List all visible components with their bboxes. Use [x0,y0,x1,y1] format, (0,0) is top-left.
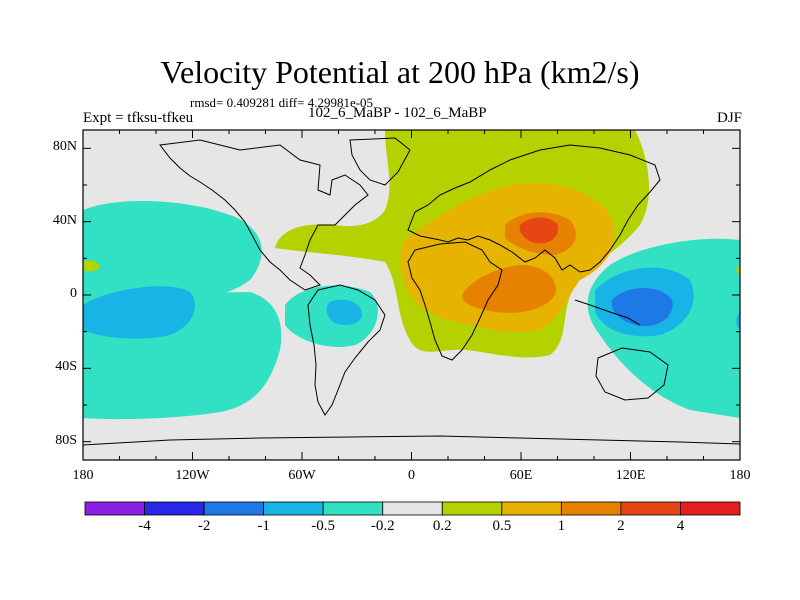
coast-north-america [159,139,369,291]
colorbar [84,501,741,516]
colorbar-label: 4 [676,518,685,534]
lat-tick-label: 40S [55,359,77,375]
neg-region-south-america-core [326,299,362,326]
colorbar-label: 1 [557,518,566,534]
coastlines [83,137,740,446]
lon-tick-label: 0 [408,468,415,483]
colorbar-swatch [84,501,145,516]
colorbar-label: -4 [138,518,151,534]
pos-region-strong-south [462,265,556,313]
neg-region-west-pacific [83,200,262,302]
lon-tick-label: 180 [729,468,751,483]
colorbar-label: -0.5 [311,518,336,534]
pos-region-small-west [83,260,100,272]
colorbar-label: -1 [257,518,270,534]
colorbar-swatch [263,501,324,516]
coast-greenland [349,137,411,186]
colorbar-label: 2 [617,518,625,534]
colorbar-swatch [441,501,503,516]
pos-region-small-east [736,265,740,275]
coast-indonesia [574,299,641,326]
colorbar-label: -2 [197,518,211,534]
neg-region-dateline [736,312,740,330]
cases-label: 102_6_MaBP - 102_6_MaBP [308,105,487,121]
lat-tick-label: 80S [55,432,77,448]
neg-region-eastern-core [611,287,673,327]
lon-tick-label: 180 [72,468,94,483]
stats-label: rmsd= 0.409281 diff= 4.29981e-05 [190,95,374,110]
lon-tick-label: 120E [615,468,646,483]
colorbar-swatch [382,501,443,516]
colorbar-label: -0.2 [370,518,395,534]
lat-tick-label: 80N [52,139,77,155]
axis-ticks [82,130,741,460]
coast-australia [595,347,669,401]
experiment-label: Expt = tfksu-tfkeu [83,110,194,126]
colorbar-swatch [144,501,205,516]
colorbar-swatch [620,501,681,516]
colorbar-swatch [203,501,265,516]
coast-south-america [307,284,386,416]
colorbar-label: 0.5 [492,518,512,534]
lat-tick-label: 40N [52,212,77,228]
coast-eurasia [407,144,661,273]
season-label: DJF [716,110,742,126]
coast-africa [407,241,503,361]
lon-tick-label: 60W [288,468,316,483]
neg-region-west-pacific-core [83,286,195,339]
lon-tick-label: 120W [175,468,210,483]
colorbar-swatch [680,501,741,516]
plot-title: Velocity Potential at 200 hPa (km2/s) [160,54,640,90]
lon-tick-label: 60E [509,468,533,483]
colorbar-swatch [501,501,562,516]
lat-tick-label: 0 [70,286,77,301]
pos-region-peak [519,217,559,244]
colorbar-label: 0.2 [432,518,452,534]
contour-field [83,130,740,460]
colorbar-swatch [322,501,384,516]
coast-antarctica [83,435,740,446]
colorbar-swatch [560,501,622,516]
